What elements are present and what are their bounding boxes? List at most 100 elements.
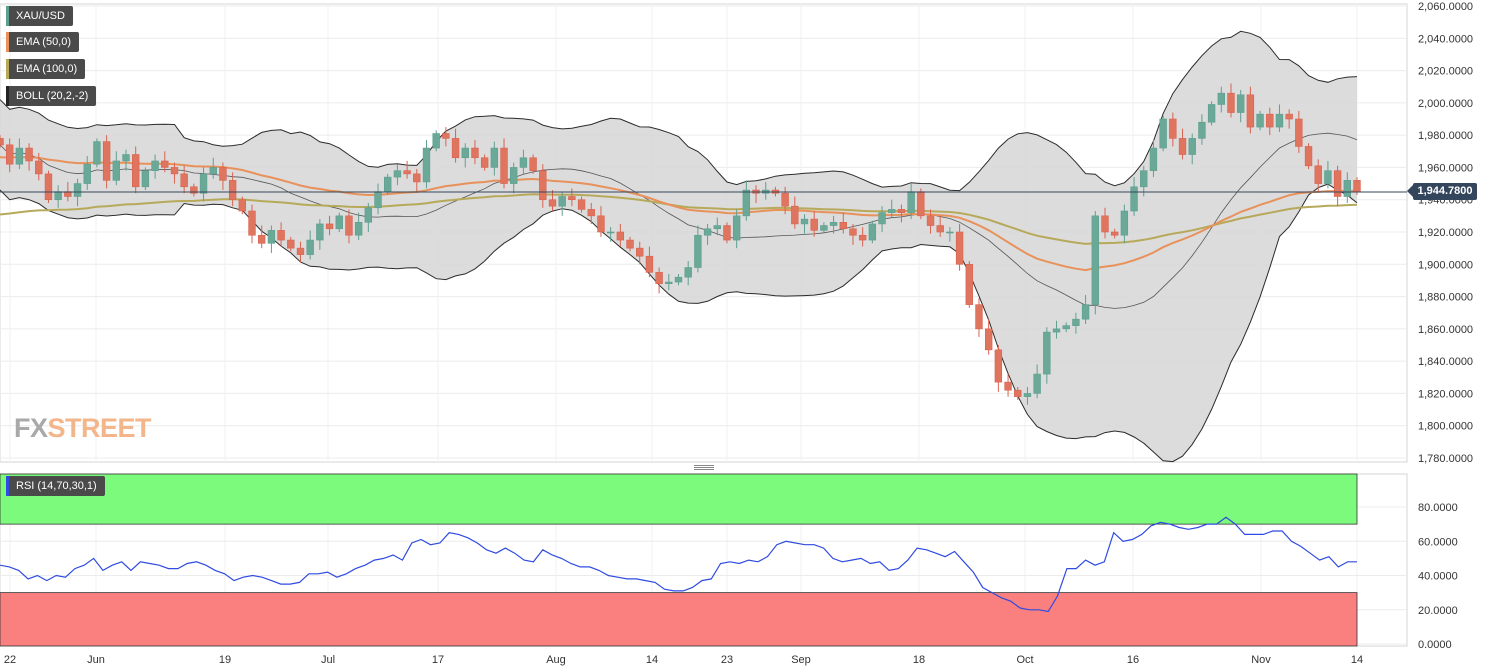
candle	[839, 212, 847, 234]
candle	[1188, 133, 1196, 165]
candle-body	[1149, 147, 1158, 171]
bollinger-band-fill	[0, 31, 1357, 462]
candle-body	[228, 180, 237, 201]
candle-body	[868, 223, 877, 241]
candle-body	[209, 167, 217, 175]
candle-body	[645, 255, 654, 273]
time-tick-label: 22	[4, 654, 16, 666]
candle	[422, 139, 431, 189]
candle-body	[335, 215, 343, 230]
time-tick-label: 17	[432, 654, 444, 666]
time-tick-label: Nov	[1251, 654, 1271, 666]
candle	[1275, 104, 1284, 132]
candle	[1295, 110, 1303, 153]
candle	[926, 209, 935, 234]
rsi-tick-label: 20.0000	[1418, 605, 1458, 617]
candle-body	[839, 222, 847, 230]
candle-body	[1159, 118, 1167, 149]
candle	[6, 138, 14, 173]
candle	[500, 138, 508, 189]
candle-body	[93, 141, 101, 165]
candle	[829, 215, 838, 234]
legend-swatch	[6, 476, 9, 496]
candle	[742, 180, 751, 221]
candle	[897, 204, 906, 223]
candle-body	[1052, 328, 1061, 333]
candle	[888, 199, 896, 218]
candle-body	[364, 207, 373, 223]
candle-body	[636, 247, 644, 257]
candle-body	[820, 225, 828, 231]
candle-body	[1304, 146, 1313, 167]
candle	[858, 227, 867, 247]
price-tick-label: 2,040.0000	[1418, 33, 1473, 45]
candle	[558, 191, 566, 216]
candle-body	[1285, 113, 1293, 120]
candle-body	[597, 215, 605, 233]
candle-body	[170, 167, 179, 175]
candle	[587, 202, 595, 224]
candle	[994, 345, 1003, 392]
candle-body	[306, 239, 314, 255]
candle	[1246, 86, 1255, 134]
candle	[791, 196, 799, 229]
candle-body	[238, 199, 247, 212]
rsi-oversold-zone	[0, 592, 1358, 647]
candle	[810, 211, 818, 237]
candle-body	[917, 191, 925, 217]
candle-body	[141, 170, 150, 188]
candle-body	[674, 276, 683, 283]
candle	[984, 319, 993, 355]
legend-ema50[interactable]: EMA (50,0)	[6, 32, 80, 52]
legend-ema100[interactable]: EMA (100,0)	[6, 59, 86, 79]
rsi-overbought-zone	[0, 473, 1358, 525]
candle-body	[6, 144, 14, 165]
candle-body	[480, 157, 489, 168]
candle	[684, 261, 692, 286]
candle-body	[1198, 121, 1206, 139]
candle-body	[878, 212, 886, 225]
candle	[170, 162, 179, 184]
candle-body	[897, 209, 906, 213]
candle-body	[25, 147, 33, 162]
candle-body	[490, 147, 499, 168]
pane-resize-handle[interactable]	[694, 464, 714, 471]
candle-body	[558, 196, 566, 207]
legend-rsi[interactable]: RSI (14,70,30,1)	[6, 476, 105, 496]
candle-body	[577, 199, 586, 210]
legend-label: EMA (100,0)	[16, 63, 78, 75]
candle-body	[946, 231, 954, 234]
candle-body	[539, 170, 547, 201]
candle-body	[829, 222, 838, 226]
ema-100-line	[0, 193, 1358, 245]
candle	[209, 157, 217, 179]
candle	[132, 146, 140, 194]
candle-body	[151, 160, 159, 171]
candle	[1101, 207, 1109, 239]
candle	[868, 220, 877, 244]
candle	[35, 152, 43, 181]
candle	[626, 236, 634, 252]
candle	[548, 190, 557, 212]
candle	[1236, 89, 1245, 123]
legend-symbol[interactable]: XAU/USD	[6, 6, 73, 26]
candle-body	[665, 281, 673, 284]
candle-body	[267, 230, 276, 244]
candle	[665, 273, 673, 291]
candle-body	[500, 147, 508, 184]
legend-boll[interactable]: BOLL (20,2,-2)	[6, 86, 97, 106]
candle-body	[626, 239, 634, 249]
candle-body	[1062, 325, 1070, 330]
price-tick-label: 1,840.0000	[1418, 356, 1473, 368]
candle-body	[587, 209, 595, 217]
candle-body	[161, 160, 169, 168]
candle	[1314, 159, 1322, 192]
candle	[1140, 165, 1148, 197]
candle-body	[529, 157, 537, 171]
candle-body	[15, 147, 24, 165]
candle	[15, 138, 24, 170]
candle	[936, 215, 944, 237]
legend-swatch	[6, 6, 9, 26]
candle	[674, 273, 683, 286]
